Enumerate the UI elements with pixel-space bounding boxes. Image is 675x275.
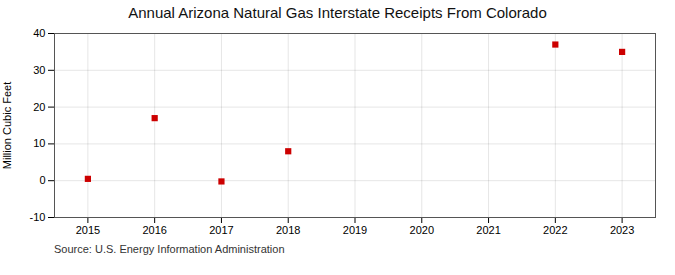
svg-text:10: 10 <box>33 137 45 149</box>
svg-text:20: 20 <box>33 101 45 113</box>
html-text:Annual Arizona Natural Gas Int: Annual Arizona Natural Gas Interstate Re… <box>128 4 547 21</box>
svg-text:Million Cubic Feet: Million Cubic Feet <box>1 82 13 169</box>
svg-text:2022: 2022 <box>543 224 567 236</box>
svg-text:2019: 2019 <box>343 224 367 236</box>
svg-text:-10: -10 <box>30 211 46 223</box>
svg-text:2015: 2015 <box>76 224 100 236</box>
svg-text:30: 30 <box>33 64 45 76</box>
svg-text:0: 0 <box>39 174 45 186</box>
html-text:Source: U.S. Energy Informatio: Source: U.S. Energy Information Administ… <box>54 243 285 255</box>
svg-text:40: 40 <box>33 27 45 39</box>
svg-text:2021: 2021 <box>476 224 500 236</box>
svg-text:2023: 2023 <box>610 224 634 236</box>
svg-text:2020: 2020 <box>410 224 434 236</box>
svg-text:2017: 2017 <box>209 224 233 236</box>
svg-text:2016: 2016 <box>142 224 166 236</box>
svg-text:2018: 2018 <box>276 224 300 236</box>
